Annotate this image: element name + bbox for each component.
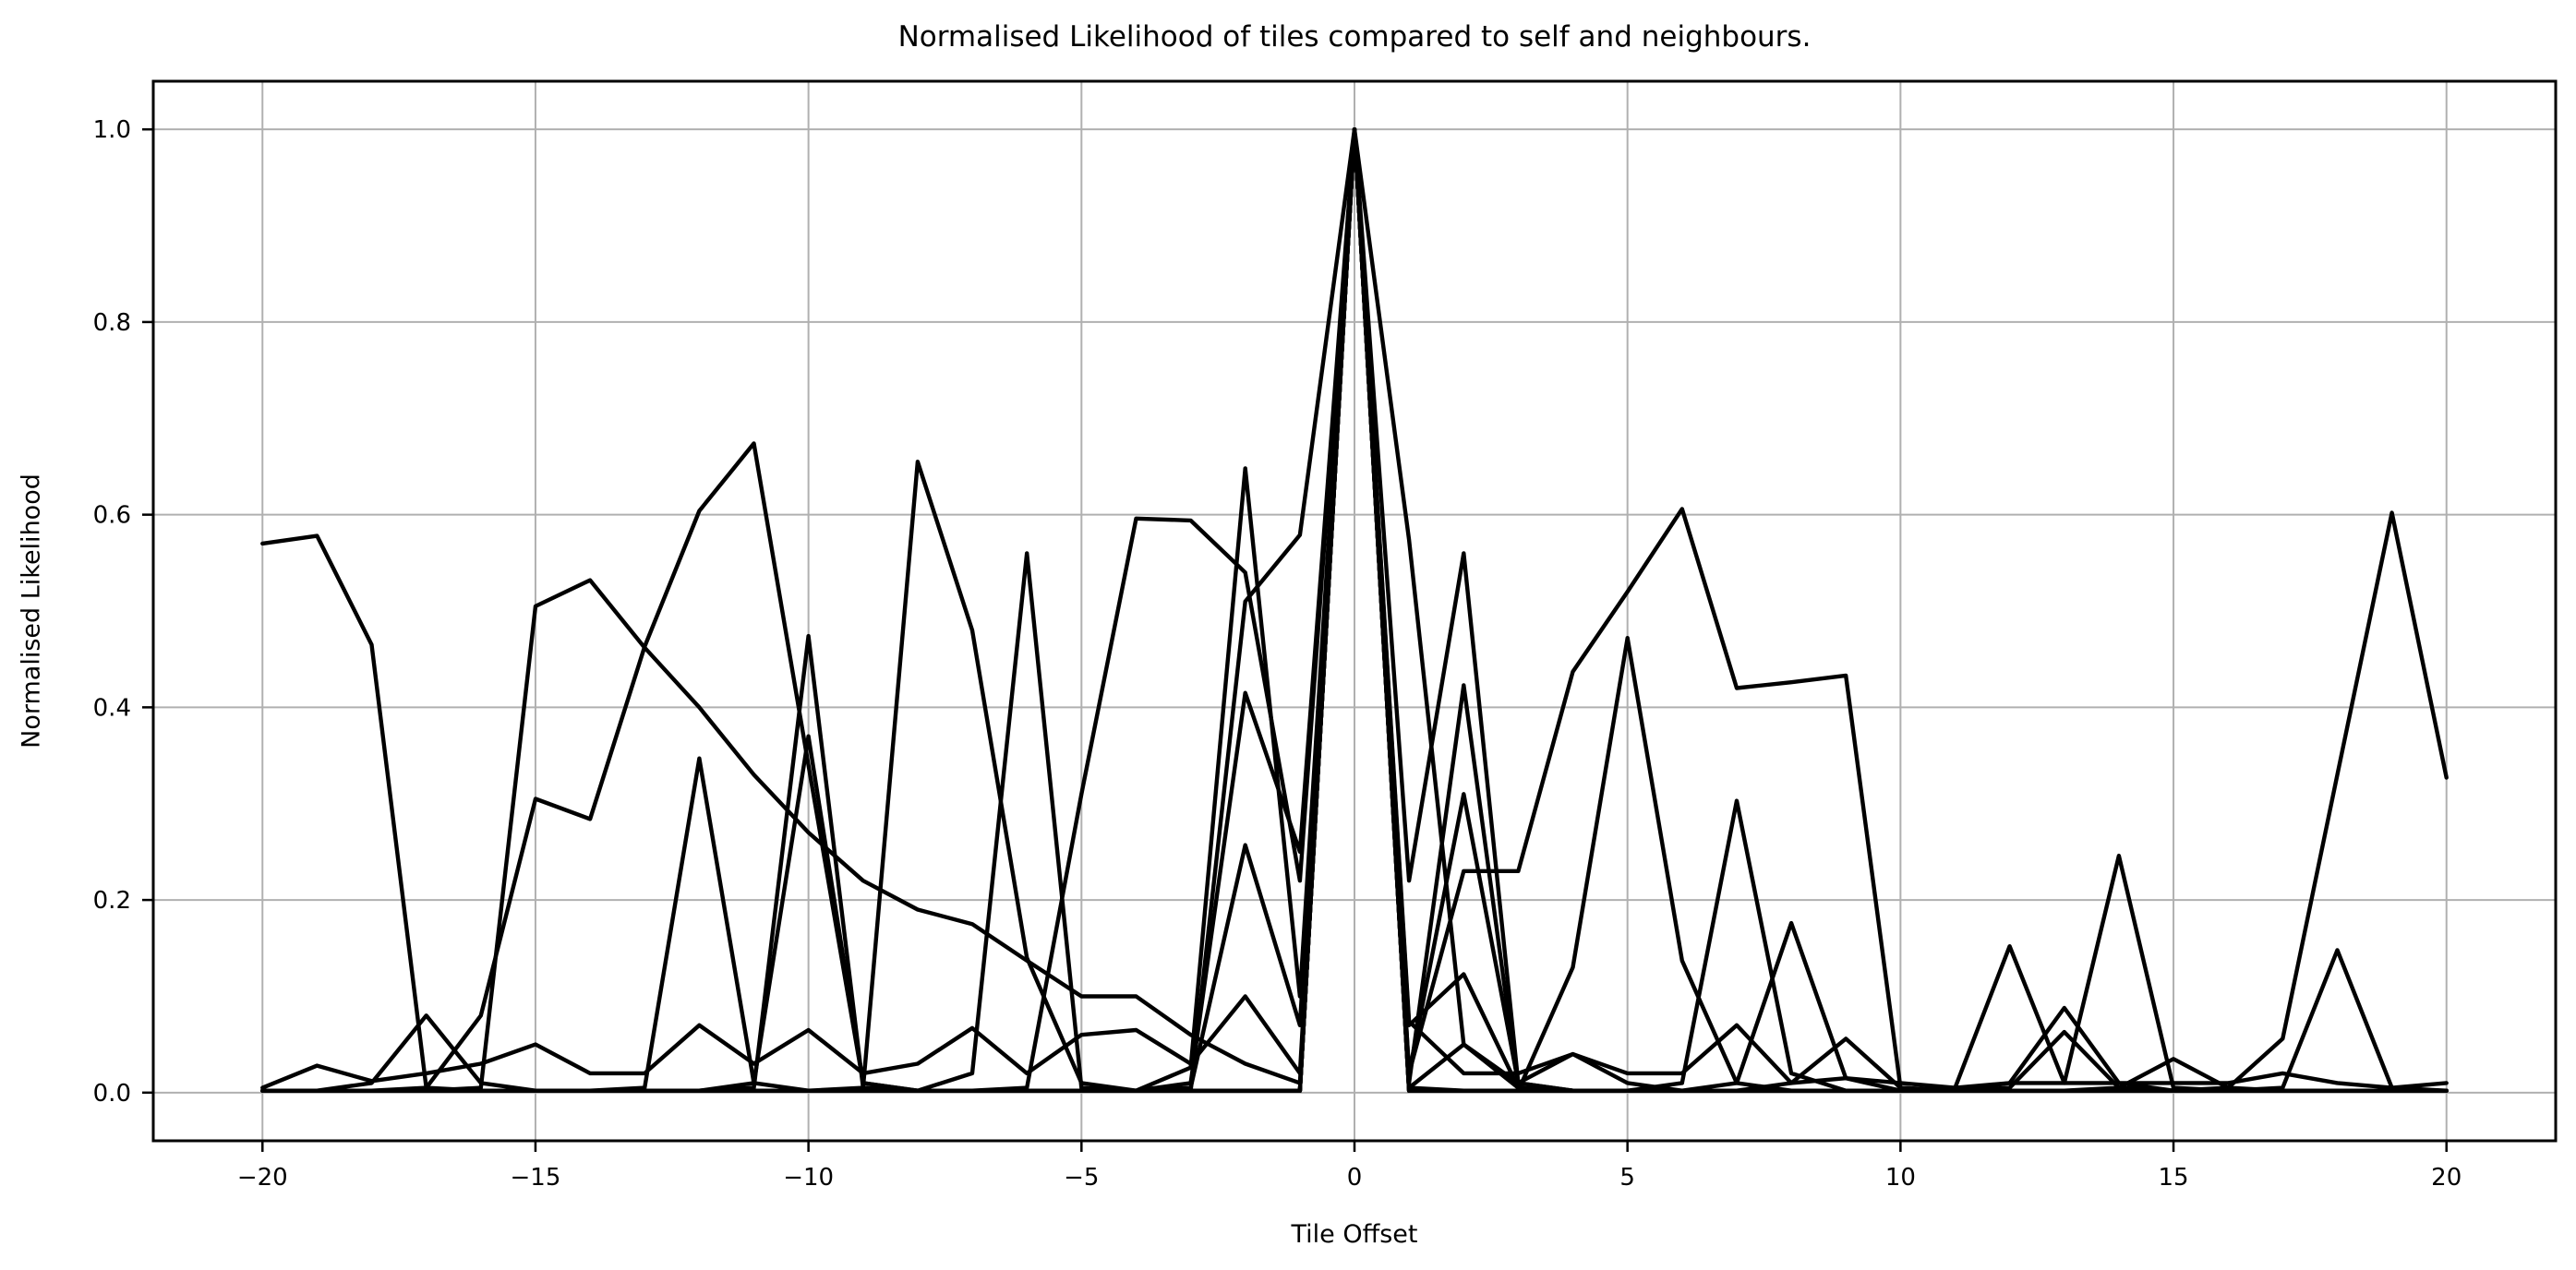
x-tick-label-6: 10 bbox=[1885, 1164, 1916, 1192]
x-tick-label-7: 15 bbox=[2158, 1164, 2188, 1192]
y-tick-label-4: 0.8 bbox=[93, 309, 131, 337]
chart-title: Normalised Likelihood of tiles compared … bbox=[897, 20, 1812, 54]
y-axis-label: Normalised Likelihood bbox=[17, 473, 46, 749]
x-tick-label-1: −15 bbox=[511, 1164, 561, 1192]
x-tick-label-3: −5 bbox=[1064, 1164, 1099, 1192]
x-tick-label-4: 0 bbox=[1347, 1164, 1363, 1192]
y-tick-label-3: 0.6 bbox=[93, 502, 131, 530]
x-tick-label-5: 5 bbox=[1619, 1164, 1635, 1192]
plot-line-13 bbox=[260, 126, 2449, 1090]
x-tick-label-0: −20 bbox=[237, 1164, 288, 1192]
y-tick-label-2: 0.4 bbox=[93, 694, 131, 722]
y-tick-label-1: 0.2 bbox=[93, 887, 131, 915]
x-tick-label-2: −10 bbox=[783, 1164, 834, 1192]
y-tick-label-5: 1.0 bbox=[93, 116, 131, 144]
x-tick-label-8: 20 bbox=[2431, 1164, 2462, 1192]
x-axis-label: Tile Offset bbox=[1291, 1220, 1418, 1249]
y-tick-label-0: 0.0 bbox=[93, 1080, 131, 1108]
